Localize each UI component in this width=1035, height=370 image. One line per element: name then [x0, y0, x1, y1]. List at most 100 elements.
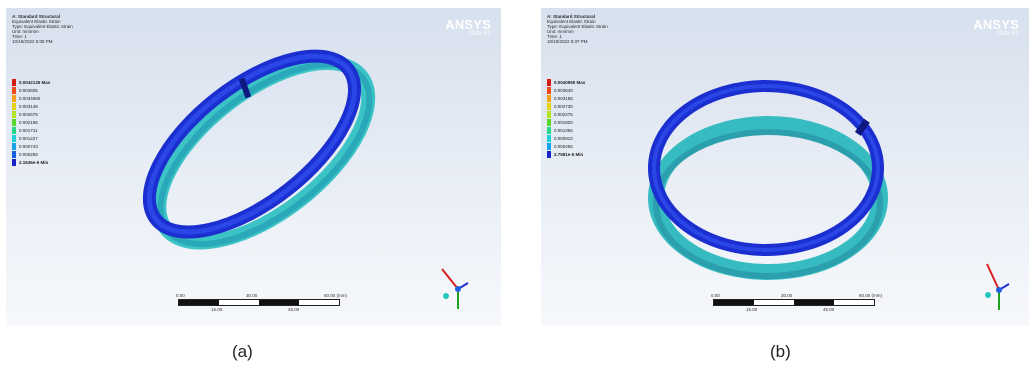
color-legend-b: 0.0040955 Max 0.003640 0.003185 0.002730 0.0…	[547, 78, 585, 158]
ring-model-b	[648, 80, 888, 280]
ansys-viewport-a: A: Standard Structural Equivalent Elasti…	[6, 8, 501, 326]
legend-swatch	[547, 118, 551, 126]
scale-label: 60.00 (mm)	[324, 293, 348, 298]
scale-label: 0.00	[711, 293, 720, 298]
header-line: Time: 1	[547, 34, 562, 39]
legend-swatch	[12, 158, 16, 166]
legend-label: 0.003185	[554, 95, 573, 101]
legend-swatch	[547, 126, 551, 134]
legend-swatch	[547, 94, 551, 102]
triad-axes-a	[441, 268, 469, 309]
legend-label: 0.001820	[554, 119, 573, 125]
ring-slit	[238, 77, 252, 99]
legend-swatch	[547, 150, 551, 158]
scale-label: 30.00	[781, 293, 793, 298]
legend-row: 0.000455	[547, 142, 585, 150]
scale-bar-segments	[178, 299, 340, 306]
legend-swatch	[547, 86, 551, 94]
legend-label: 0.002275	[554, 111, 573, 117]
legend-row: 0.002730	[547, 102, 585, 110]
legend-swatch	[12, 142, 16, 150]
legend-swatch	[547, 110, 551, 118]
header-line: Type: Equivalent Elastic Strain	[12, 24, 73, 29]
header-line: Time: 1	[12, 34, 27, 39]
ring-side-shade	[653, 129, 883, 279]
legend-label: 0.0040955 Max	[554, 79, 586, 85]
legend-row: 0.003925	[12, 86, 50, 94]
legend-row: 0.001365	[547, 126, 585, 134]
triad-origin-icon	[996, 287, 1002, 293]
scale-bar-segments	[713, 299, 875, 306]
ring-top-highlight	[652, 84, 880, 252]
brand-name: ANSYS	[445, 17, 491, 32]
brand-version: 2020 R1	[468, 31, 491, 37]
header-line: Unit: mm/mm	[547, 29, 574, 34]
legend-label: 2.1636e-5 Min	[19, 159, 49, 165]
legend-row: 0.003149	[12, 102, 50, 110]
header-line: 10/19/2022 5:08 PM	[12, 39, 53, 44]
legend-label: 0.0034660	[19, 95, 41, 101]
legend-swatch	[12, 78, 16, 86]
ansys-logo-a: ANSYS 2020 R1	[445, 18, 491, 38]
header-line: Equivalent Elastic Strain	[12, 19, 61, 24]
legend-row: 0.002679	[12, 110, 50, 118]
brand-name: ANSYS	[973, 17, 1019, 32]
legend-label: 2.7581e-5 Min	[554, 151, 584, 157]
legend-row: 0.000910	[547, 134, 585, 142]
legend-row: 0.002275	[547, 110, 585, 118]
legend-label: 0.000910	[554, 135, 573, 141]
legend-row: 0.0034660	[12, 94, 50, 102]
legend-label: 0.001365	[554, 127, 573, 133]
legend-row: 0.003640	[547, 86, 585, 94]
scale-label: 30.00	[246, 293, 258, 298]
header-line: Type: Equivalent Elastic Strain	[547, 24, 608, 29]
legend-row: 0.003185	[547, 94, 585, 102]
scale-label: 15.00	[211, 307, 223, 312]
legend-row: 0.002195	[12, 118, 50, 126]
legend-label: 0.001711	[19, 127, 38, 133]
legend-label: 0.002679	[19, 111, 38, 117]
legend-swatch	[12, 150, 16, 158]
triad-ball-icon	[443, 293, 449, 299]
legend-row: 2.1636e-5 Min	[12, 158, 50, 166]
legend-label: 0.003925	[19, 87, 38, 93]
legend-label: 0.002730	[554, 103, 573, 109]
caption-b: (b)	[770, 342, 791, 361]
color-legend-a: 0.0042135 Max 0.003925 0.0034660 0.003149 0.…	[12, 78, 50, 166]
triad-axes-b	[985, 263, 1010, 310]
legend-row: 0.001711	[12, 126, 50, 134]
legend-label: 0.000743	[19, 143, 38, 149]
legend-row: 2.7581e-5 Min	[547, 150, 585, 158]
ring-model-a	[142, 49, 376, 250]
x-axis-icon	[441, 268, 459, 290]
legend-row: 0.0040955 Max	[547, 78, 585, 86]
header-line: Equivalent Elastic Strain	[547, 19, 596, 24]
scale-bar-b: 0.00 30.00 60.00 (mm) 15.00 45.00	[711, 293, 883, 321]
legend-swatch	[547, 102, 551, 110]
triad-origin-icon	[455, 286, 461, 292]
scale-label: 15.00	[746, 307, 758, 312]
legend-row: 0.000259	[12, 150, 50, 158]
header-line: A: Standard Structural	[547, 14, 596, 19]
legend-swatch	[547, 142, 551, 150]
result-header-a: A: Standard Structural Equivalent Elasti…	[12, 14, 73, 44]
ansys-logo-b: ANSYS 2020 R1	[973, 18, 1019, 38]
legend-label: 0.000455	[554, 143, 573, 149]
triad-ball-icon	[985, 292, 991, 298]
x-axis-icon	[986, 263, 1000, 291]
legend-swatch	[12, 94, 16, 102]
legend-row: 0.000743	[12, 142, 50, 150]
legend-row: 0.001820	[547, 118, 585, 126]
legend-row: 0.0042135 Max	[12, 78, 50, 86]
legend-label: 0.000259	[19, 151, 38, 157]
scale-label: 60.00 (mm)	[859, 293, 883, 298]
header-line: A: Standard Structural	[12, 14, 61, 19]
legend-label: 0.003640	[554, 87, 573, 93]
legend-label: 0.0042135 Max	[19, 79, 51, 85]
brand-version: 2020 R1	[996, 31, 1019, 37]
scale-bar-a: 0.00 30.00 60.00 (mm) 15.00 45.00	[176, 293, 348, 321]
ring-top-highlight	[146, 53, 358, 235]
legend-row: 0.001227	[12, 134, 50, 142]
legend-swatch	[12, 134, 16, 142]
header-line: 10/19/2022 5:37 PM	[547, 39, 588, 44]
